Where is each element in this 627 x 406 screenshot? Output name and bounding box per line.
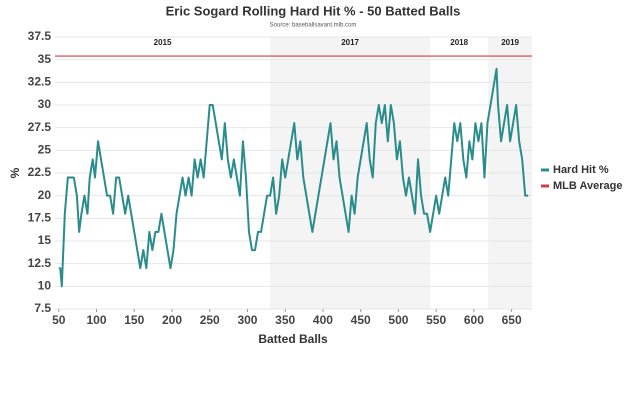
x-tick-label: 350 [275, 313, 295, 327]
x-tick-label: 250 [200, 313, 220, 327]
x-tick-label: 150 [124, 313, 144, 327]
y-tick-label: 22.5 [28, 165, 52, 179]
y-tick-label: 27.5 [28, 120, 52, 134]
x-tick-label: 450 [351, 313, 371, 327]
y-tick-label: 12.5 [28, 256, 52, 270]
x-tick-label: 200 [162, 313, 182, 327]
season-label: 2017 [341, 38, 359, 47]
data-line [58, 67, 529, 288]
x-axis-label: Batted Balls [258, 332, 328, 346]
x-tick-label: 100 [86, 313, 106, 327]
x-tick-label: 650 [502, 313, 522, 327]
y-tick-label: 37.5 [28, 29, 52, 43]
x-tick-label: 300 [237, 313, 257, 327]
y-tick-label: 17.5 [28, 211, 52, 225]
chart-subtitle: Source: baseballsavant.mlb.com [270, 23, 357, 29]
y-tick-label: 25 [38, 143, 52, 157]
y-tick-label: 15 [38, 233, 52, 247]
y-tick-label: 10 [38, 279, 52, 293]
plot: Hard Hit % MLB Average [55, 55, 622, 288]
x-tick-label: 400 [313, 313, 333, 327]
season-label: 2019 [501, 38, 519, 47]
y-tick-label: 30 [38, 97, 52, 111]
y-tick-label: 32.5 [28, 75, 52, 89]
x-tick-label: 600 [464, 313, 484, 327]
y-tick-label: 35 [38, 52, 52, 66]
legend-label: Hard Hit % [553, 164, 609, 176]
grid: 7.5 10 12.5 15 17.5 20 22.5 25 27.5 30 32.5 35 37.5 5… [28, 29, 532, 327]
y-tick-label: 7.5 [34, 301, 51, 315]
season-label: 2015 [154, 38, 172, 47]
x-tick-label: 500 [388, 313, 408, 327]
x-tick-label: 50 [52, 313, 66, 327]
legend-label: MLB Average [553, 180, 622, 192]
y-tick-label: 20 [38, 188, 52, 202]
season-label: 2018 [450, 38, 468, 47]
y-axis-label: % [8, 167, 22, 178]
chart-title: Eric Sogard Rolling Hard Hit % - 50 Batt… [166, 3, 461, 18]
x-tick-label: 550 [426, 313, 446, 327]
